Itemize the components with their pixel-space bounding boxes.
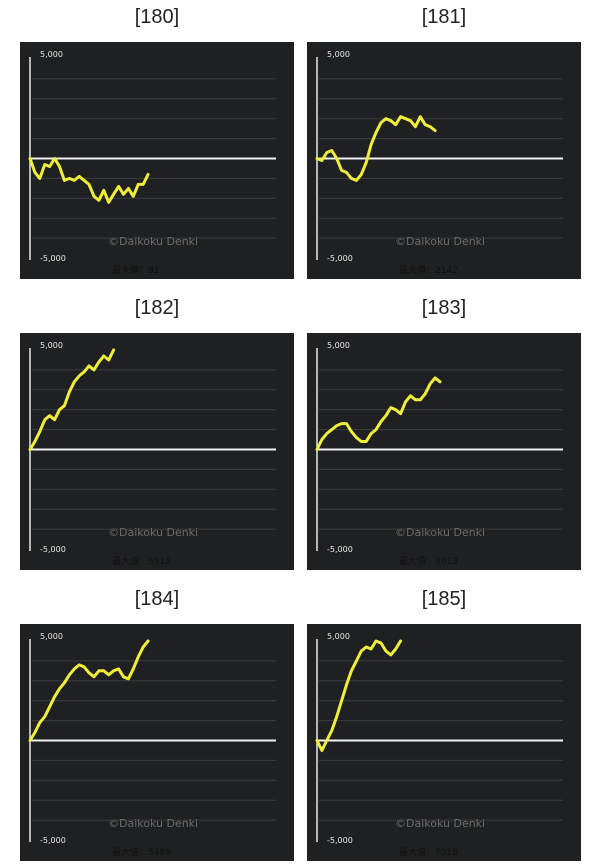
series-line bbox=[315, 376, 442, 451]
y-tick-label-top: 5,000 bbox=[327, 341, 350, 350]
slump-graph: 5,000 -5,000 ©Daikoku Denki 最大値：5489 bbox=[28, 632, 276, 858]
y-tick-label-top: 5,000 bbox=[327, 50, 350, 59]
chart-panel: 5,000 -5,000 ©Daikoku Denki 最大値：7318 bbox=[307, 624, 581, 861]
slump-graph: 5,000 -5,000 ©Daikoku Denki 最大値：3613 bbox=[315, 341, 563, 567]
series-line bbox=[315, 115, 437, 182]
max-value-label: 最大値：5918 bbox=[112, 555, 171, 567]
max-value-label: 最大値：91 bbox=[112, 264, 159, 276]
max-value-label: 最大値：3613 bbox=[399, 555, 458, 567]
y-tick-label-bottom: -5,000 bbox=[40, 836, 66, 845]
series-line bbox=[315, 639, 403, 752]
chart-panel: 5,000 -5,000 ©Daikoku Denki 最大値：5489 bbox=[20, 624, 294, 861]
chart-title: [181] bbox=[421, 6, 467, 28]
watermark: ©Daikoku Denki bbox=[395, 526, 485, 539]
y-tick-label-top: 5,000 bbox=[40, 632, 63, 641]
watermark: ©Daikoku Denki bbox=[395, 235, 485, 248]
watermark: ©Daikoku Denki bbox=[108, 526, 198, 539]
y-tick-label-bottom: -5,000 bbox=[327, 254, 353, 263]
series-line bbox=[28, 157, 150, 204]
y-tick-label-top: 5,000 bbox=[327, 632, 350, 641]
chart-panel: 5,000 -5,000 ©Daikoku Denki 最大値：91 bbox=[20, 42, 294, 279]
chart-title: [185] bbox=[421, 588, 467, 610]
max-value-label: 最大値：7318 bbox=[399, 846, 458, 858]
slump-graph: 5,000 -5,000 ©Daikoku Denki 最大値：91 bbox=[28, 50, 276, 276]
slump-graph: 5,000 -5,000 ©Daikoku Denki 最大値：7318 bbox=[315, 632, 563, 858]
chart-cell-0: [180] 5,000 -5,000 ©Daikoku Denki 最大値：91 bbox=[20, 6, 294, 279]
chart-cell-3: [183] 5,000 -5,000 ©Daikoku Denki 最大値：3613 bbox=[307, 297, 581, 570]
chart-cell-1: [181] 5,000 -5,000 ©Daikoku Denki 最大値：2142 bbox=[307, 6, 581, 279]
max-value-label: 最大値：5489 bbox=[112, 846, 171, 858]
y-tick-label-bottom: -5,000 bbox=[327, 545, 353, 554]
chart-panel: 5,000 -5,000 ©Daikoku Denki 最大値：2142 bbox=[307, 42, 581, 279]
chart-title: [183] bbox=[421, 297, 467, 319]
slump-graph: 5,000 -5,000 ©Daikoku Denki 最大値：2142 bbox=[315, 50, 563, 276]
chart-cell-2: [182] 5,000 -5,000 ©Daikoku Denki 最大値：5918 bbox=[20, 297, 294, 570]
y-tick-label-top: 5,000 bbox=[40, 50, 63, 59]
chart-title: [180] bbox=[134, 6, 180, 28]
watermark: ©Daikoku Denki bbox=[108, 817, 198, 830]
chart-cell-5: [185] 5,000 -5,000 ©Daikoku Denki 最大値：7318 bbox=[307, 588, 581, 861]
y-tick-label-bottom: -5,000 bbox=[327, 836, 353, 845]
chart-cell-4: [184] 5,000 -5,000 ©Daikoku Denki 最大値：5489 bbox=[20, 588, 294, 861]
y-tick-label-top: 5,000 bbox=[40, 341, 63, 350]
max-value-label: 最大値：2142 bbox=[399, 264, 458, 276]
y-tick-label-bottom: -5,000 bbox=[40, 545, 66, 554]
watermark: ©Daikoku Denki bbox=[395, 817, 485, 830]
chart-panel: 5,000 -5,000 ©Daikoku Denki 最大値：3613 bbox=[307, 333, 581, 570]
series-line bbox=[28, 348, 116, 451]
chart-title: [182] bbox=[134, 297, 180, 319]
watermark: ©Daikoku Denki bbox=[108, 235, 198, 248]
y-tick-label-bottom: -5,000 bbox=[40, 254, 66, 263]
chart-title: [184] bbox=[134, 588, 180, 610]
series-line bbox=[28, 639, 150, 742]
chart-panel: 5,000 -5,000 ©Daikoku Denki 最大値：5918 bbox=[20, 333, 294, 570]
slump-graph: 5,000 -5,000 ©Daikoku Denki 最大値：5918 bbox=[28, 341, 276, 567]
